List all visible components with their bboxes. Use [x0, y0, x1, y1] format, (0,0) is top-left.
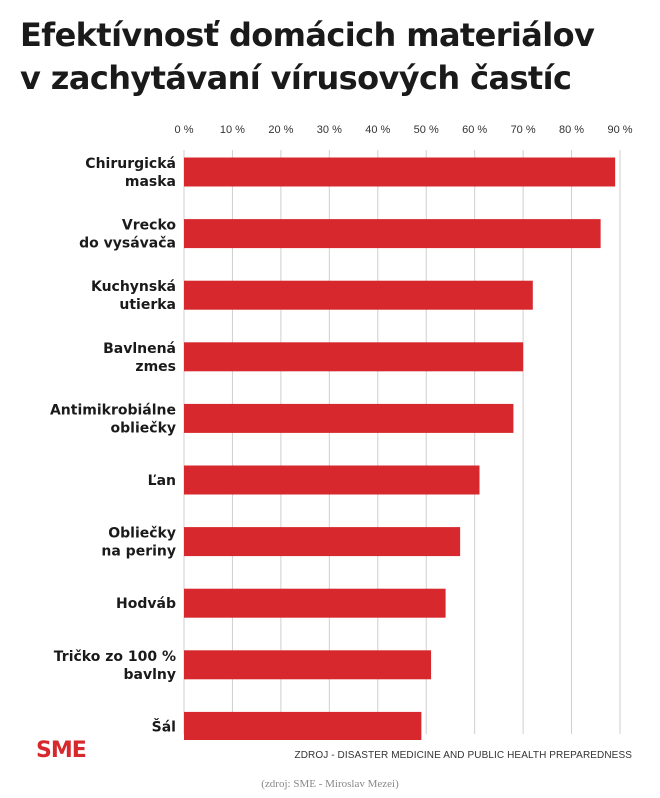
- category-label: Antimikrobiálne: [50, 402, 176, 418]
- x-tick-label: 20 %: [268, 124, 293, 136]
- bar: [184, 465, 480, 495]
- image-credit: (zdroj: SME - Miroslav Mezei): [261, 778, 399, 790]
- bar: [184, 280, 533, 310]
- category-label: do vysávača: [79, 236, 176, 252]
- bar: [184, 650, 432, 680]
- bar: [184, 527, 461, 557]
- category-label: utierka: [119, 297, 176, 313]
- category-label: Obliečky: [108, 526, 176, 542]
- infographic-card: [12, 0, 658, 768]
- category-label: bavlny: [124, 667, 177, 683]
- chart-title: Efektívnosť domácich materiálov v zachyt…: [20, 14, 640, 100]
- chart-title-line-2: v zachytávaní vírusových častíc: [20, 59, 572, 97]
- sme-logo: SME: [36, 738, 87, 763]
- category-label: maska: [125, 174, 176, 190]
- bar: [184, 403, 514, 433]
- x-tick-label: 50 %: [414, 124, 439, 136]
- chart-title-line-1: Efektívnosť domácich materiálov: [20, 16, 595, 54]
- bar: [184, 157, 616, 187]
- category-label: Vrecko: [122, 218, 176, 234]
- bar: [184, 711, 422, 740]
- bar-chart: 0 % 10 % 20 % 30 % 40 % 50 % 60 % 70 % 80 % 90 % C…: [50, 124, 633, 740]
- x-tick-label: 10 %: [220, 124, 245, 136]
- x-tick-label: 80 %: [559, 124, 584, 136]
- category-label: obliečky: [111, 420, 176, 436]
- category-label: Bavlnená: [103, 341, 176, 357]
- category-label: Kuchynská: [91, 279, 176, 295]
- category-label: zmes: [135, 359, 176, 375]
- bar: [184, 219, 601, 249]
- x-tick-label: 60 %: [462, 124, 487, 136]
- category-label: na periny: [101, 544, 176, 560]
- category-label: Hodváb: [116, 596, 176, 612]
- x-tick-label: 30 %: [317, 124, 342, 136]
- x-tick-label: 0 %: [175, 124, 194, 136]
- x-tick-label: 90 %: [607, 124, 632, 136]
- x-tick-label: 40 %: [365, 124, 390, 136]
- bar: [184, 342, 524, 372]
- bar: [184, 588, 446, 618]
- x-tick-label: 70 %: [511, 124, 536, 136]
- source-note: ZDROJ - DISASTER MEDICINE AND PUBLIC HEA…: [294, 750, 632, 761]
- category-label: Ľan: [148, 473, 176, 489]
- category-label: Chirurgická: [85, 156, 176, 172]
- category-label: Šál: [152, 717, 176, 735]
- category-label: Tričko zo 100 %: [54, 649, 176, 665]
